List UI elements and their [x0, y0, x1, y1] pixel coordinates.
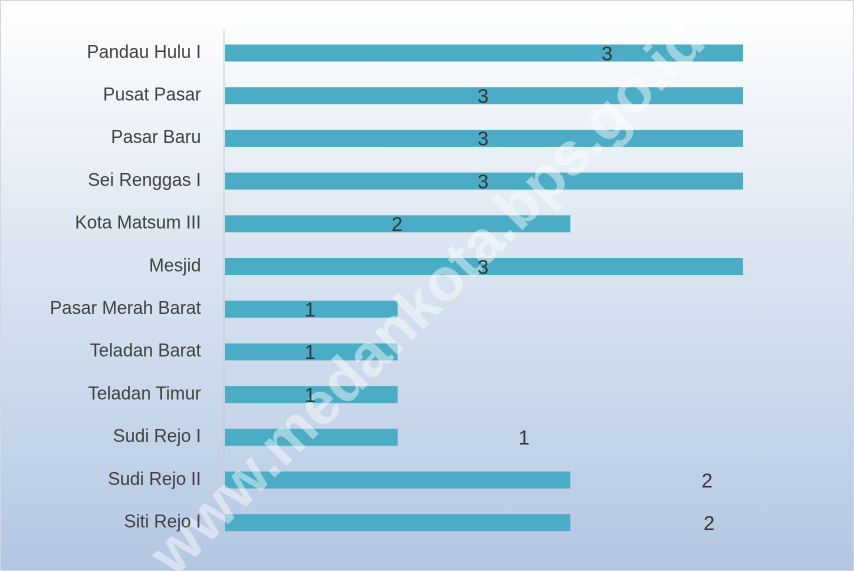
data-label: 1 [518, 428, 529, 450]
y-tick-label: Sudi Rejo II [108, 469, 201, 489]
data-label: 2 [703, 513, 714, 535]
bar [225, 428, 398, 446]
y-tick-label: Kota Matsum III [75, 213, 201, 233]
bar [225, 215, 571, 233]
y-tick-label: Pusat Pasar [103, 84, 201, 104]
bar [225, 386, 398, 404]
y-tick-label: Siti Rejo I [124, 511, 201, 531]
data-label: 1 [304, 342, 315, 364]
data-label: 3 [477, 129, 488, 151]
data-label: 3 [601, 43, 612, 65]
bar [225, 300, 398, 318]
data-label: 1 [304, 385, 315, 407]
y-tick-label: Sudi Rejo I [113, 426, 201, 446]
bar [225, 87, 743, 105]
y-tick-label: Pandau Hulu I [87, 42, 201, 62]
y-tick-label: Pasar Merah Barat [50, 298, 201, 318]
bar [225, 514, 571, 532]
bar [225, 471, 571, 489]
bar [225, 258, 743, 275]
bar [225, 343, 398, 361]
bar [225, 44, 743, 62]
y-tick-label: Sei Renggas I [88, 170, 201, 190]
bar [225, 172, 743, 190]
y-tick-label: Teladan Timur [88, 383, 201, 403]
y-tick-label: Pasar Baru [111, 127, 201, 147]
data-label: 2 [391, 214, 402, 236]
y-tick-label: Mesjid [149, 255, 201, 275]
bar [225, 129, 743, 147]
data-label: 3 [477, 171, 488, 193]
data-label: 3 [477, 86, 488, 108]
data-label: 2 [701, 470, 712, 492]
data-label: 1 [304, 299, 315, 321]
y-tick-label: Teladan Barat [90, 341, 201, 361]
data-label: 3 [477, 257, 488, 279]
